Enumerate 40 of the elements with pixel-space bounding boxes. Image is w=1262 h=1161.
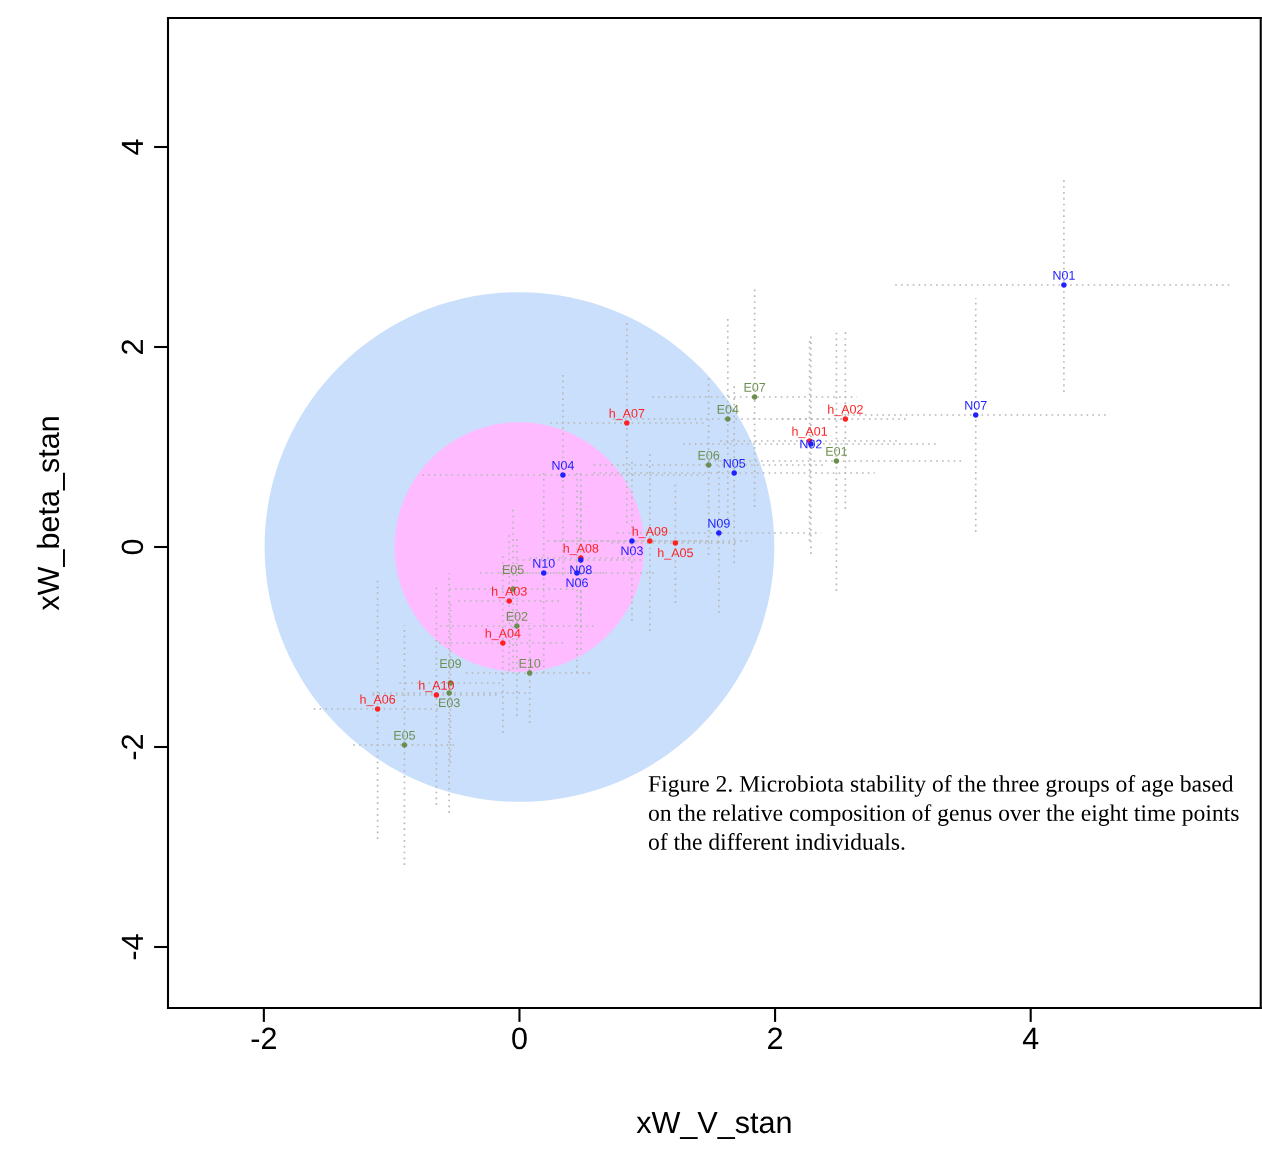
data-label: N07	[965, 400, 987, 410]
data-label: E06	[698, 450, 720, 460]
data-label: h_A07	[609, 408, 645, 421]
y-tick-label: -2	[121, 734, 143, 760]
data-label: N03	[621, 546, 643, 556]
x-axis-title: xW_V_stan	[636, 1111, 791, 1140]
data-label: E10	[519, 658, 541, 668]
data-label: h_A04	[485, 628, 521, 641]
data-label: N04	[552, 460, 575, 470]
data-label: E02	[506, 611, 528, 621]
data-label: h_A08	[563, 543, 599, 556]
data-label: h_A02	[828, 404, 863, 417]
data-label: E05	[502, 565, 524, 575]
data-label: E07	[744, 382, 766, 392]
data-label: h_A06	[360, 694, 396, 707]
y-tick-label: 2	[121, 340, 143, 354]
data-label: h_A09	[632, 526, 668, 539]
data-label: E01	[826, 446, 847, 456]
y-tick-label: -4	[121, 934, 143, 960]
data-label: E03	[439, 698, 460, 708]
y-tick-label: 4	[121, 139, 143, 155]
data-label: N01	[1053, 270, 1075, 280]
data-label: h_A03	[492, 586, 527, 599]
data-label: h_A05	[658, 548, 693, 560]
data-label: N05	[723, 458, 746, 468]
data-label: h_A10	[419, 680, 454, 693]
annotation: Figure 2. Microbiota stability of the three groups of age based on the relative composition of genus over the eight time points of the different individuals.	[648, 775, 1239, 851]
data-label: h_A01	[792, 426, 828, 439]
data-label: E09	[440, 659, 461, 669]
data-label: E05	[394, 730, 416, 740]
x-tick-label: 0	[512, 1027, 527, 1050]
x-tick-label: 2	[768, 1027, 783, 1049]
y-axis-title: xW_beta_stan	[36, 417, 65, 611]
x-tick-label: 4	[1022, 1027, 1039, 1049]
y-tick-label: 0	[121, 539, 144, 555]
data-label: N06	[566, 578, 588, 588]
data-label: N10	[533, 558, 555, 568]
data-label: E04	[717, 404, 739, 414]
x-tick-label: -2	[251, 1027, 276, 1049]
data-label: N09	[708, 518, 730, 528]
